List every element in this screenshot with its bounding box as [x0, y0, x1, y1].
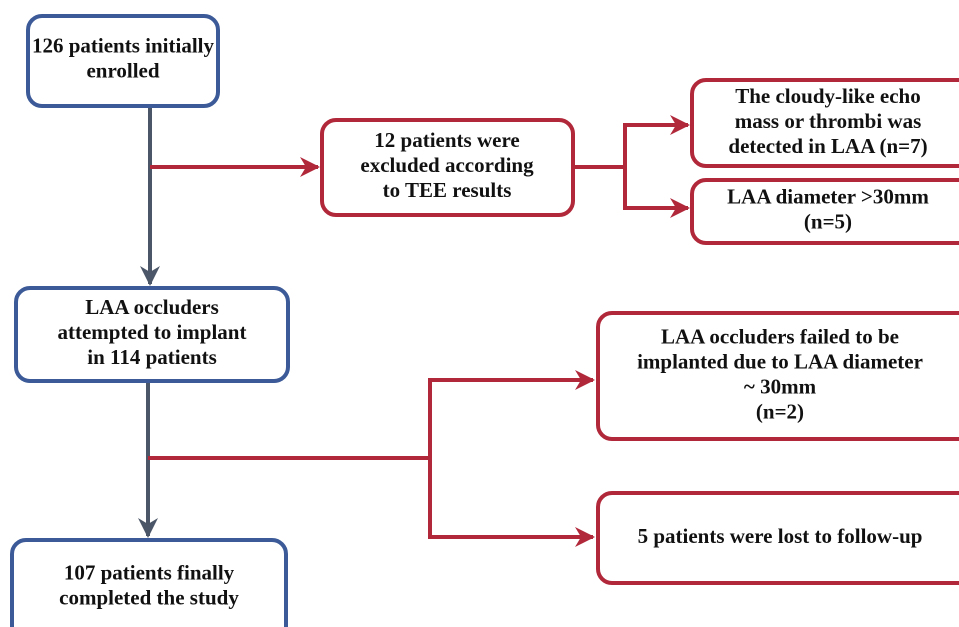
node-label: in 114 patients: [87, 345, 217, 369]
node-label: completed the study: [59, 585, 239, 609]
node-label: to TEE results: [383, 178, 512, 202]
node-label: 5 patients were lost to follow-up: [638, 524, 923, 548]
node-label: excluded according: [360, 153, 534, 177]
node-label: implanted due to LAA diameter: [637, 349, 923, 373]
node-label: The cloudy-like echo: [735, 84, 921, 108]
node-box: [14, 286, 290, 383]
node-label: 126 patients initially: [32, 33, 215, 57]
node-label: ~ 30mm: [744, 374, 817, 398]
node-label: (n=5): [804, 209, 852, 233]
node-label: mass or thrombi was: [735, 109, 922, 133]
node-label: attempted to implant: [58, 320, 247, 344]
node-box: [596, 311, 959, 441]
node-label: LAA diameter >30mm: [727, 184, 929, 208]
node-box: [320, 118, 575, 217]
connectors: [138, 106, 690, 547]
node: LAA diameter >30mm(n=5): [690, 178, 959, 245]
node-label: 107 patients finally: [64, 560, 235, 584]
node-box: [26, 14, 220, 108]
node-box: [10, 538, 288, 627]
node-label: LAA occluders: [85, 295, 219, 319]
node-label: enrolled: [86, 58, 159, 82]
node-box: [690, 78, 959, 168]
node-label: 12 patients were: [374, 128, 519, 152]
node-box: [690, 178, 959, 245]
node-label: detected in LAA (n=7): [728, 134, 927, 158]
node-label: (n=2): [756, 399, 804, 423]
node: 5 patients were lost to follow-up: [596, 491, 959, 585]
node-label: LAA occluders failed to be: [661, 324, 899, 348]
node-box: [596, 491, 959, 585]
